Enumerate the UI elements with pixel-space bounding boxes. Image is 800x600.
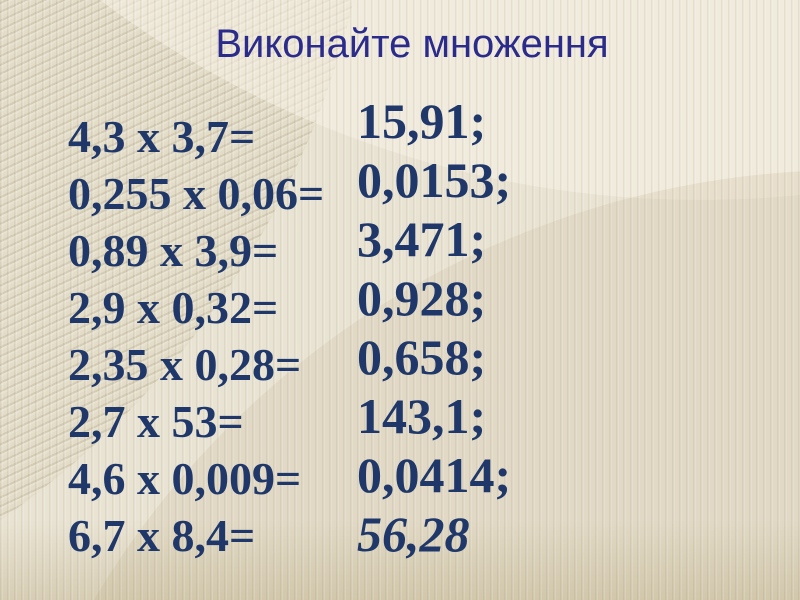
problems-column: 4,3 х 3,7= 0,255 х 0,06= 0,89 х 3,9= 2,9… (68, 108, 324, 564)
answer-line: 0,658; (357, 329, 487, 385)
answer-line: 0,0153; (357, 152, 512, 208)
answer-line: 3,471; (357, 211, 487, 267)
answer-line: 15,91; (357, 93, 487, 149)
slide-title: Виконайте множення (215, 22, 609, 66)
answer-line: 0,928; (357, 270, 487, 326)
answer-line: 143,1; (357, 388, 487, 444)
problem-line: 2,35 х 0,28= (68, 339, 302, 390)
problem-line: 6,7 х 8,4= (68, 510, 256, 561)
problem-line: 4,3 х 3,7= (68, 111, 256, 162)
answer-line: 0,0414; (357, 447, 512, 503)
problem-line: 2,9 х 0,32= (68, 282, 279, 333)
problem-line: 4,6 х 0,009= (68, 453, 302, 504)
answers-column: 15,91; 0,0153; 3,471; 0,928; 0,658; 143,… (357, 92, 511, 564)
problem-line: 0,255 х 0,06= (68, 168, 325, 219)
problem-line: 0,89 х 3,9= (68, 225, 279, 276)
problem-line: 2,7 х 53= (68, 396, 244, 447)
answer-line: 56,28 (357, 506, 470, 562)
